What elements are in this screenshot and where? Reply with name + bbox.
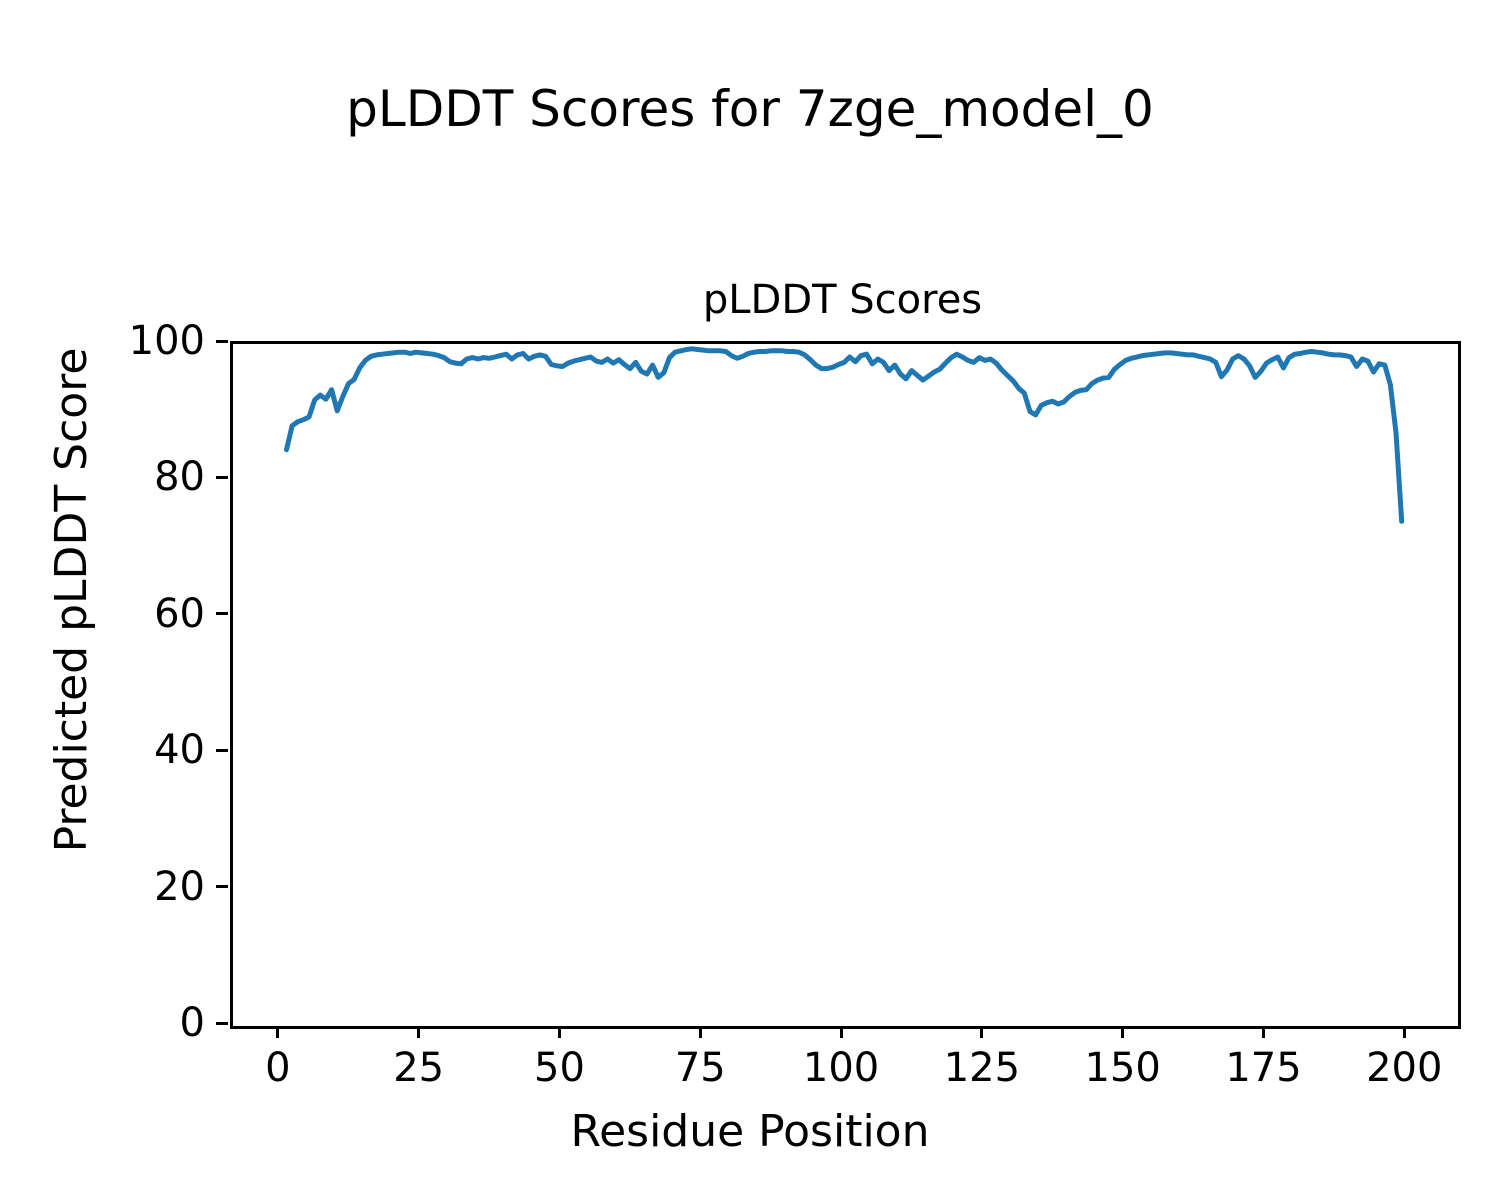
y-tick-label: 40: [154, 727, 205, 774]
x-tick-mark: [698, 1026, 702, 1038]
y-tick-mark: [216, 475, 228, 479]
x-tick-label: 50: [534, 1045, 585, 1091]
y-axis-label: Predicted pLDDT Score: [45, 347, 97, 853]
x-tick-label: 0: [265, 1045, 291, 1091]
x-tick-label: 75: [674, 1045, 726, 1091]
y-tick-mark: [216, 885, 228, 889]
y-tick-label: 60: [154, 590, 205, 637]
pldddt-line-series: [284, 346, 1405, 524]
y-tick-label: 0: [179, 1000, 205, 1046]
pldddt-line-chart: [284, 346, 1405, 524]
x-tick-label: 175: [1225, 1045, 1302, 1091]
x-tick-mark: [839, 1026, 843, 1038]
y-tick-mark: [216, 612, 228, 616]
x-tick-mark: [276, 1026, 280, 1038]
x-tick-label: 200: [1366, 1045, 1443, 1091]
figure-title: pLDDT Scores for 7zge_model_0: [346, 80, 1154, 138]
x-tick-label: 150: [1084, 1045, 1161, 1091]
y-tick-label: 20: [154, 863, 205, 910]
y-tick-mark: [216, 748, 228, 752]
plot-area: [230, 341, 1461, 1029]
y-tick-mark: [216, 339, 228, 343]
x-tick-mark: [557, 1026, 561, 1038]
x-tick-mark: [1262, 1026, 1265, 1038]
x-tick-mark: [417, 1026, 421, 1038]
x-tick-label: 25: [393, 1045, 445, 1091]
x-tick-label: 100: [802, 1045, 880, 1091]
x-tick-mark: [980, 1026, 984, 1038]
x-tick-mark: [1121, 1026, 1125, 1038]
x-tick-mark: [1402, 1026, 1406, 1038]
y-tick-mark: [216, 1021, 228, 1025]
axes-title: pLDDT Scores: [702, 277, 983, 323]
y-tick-label: 100: [128, 318, 205, 364]
x-axis-label: Residue Position: [570, 1106, 930, 1157]
x-tick-label: 125: [943, 1045, 1021, 1091]
y-tick-label: 80: [154, 454, 205, 501]
